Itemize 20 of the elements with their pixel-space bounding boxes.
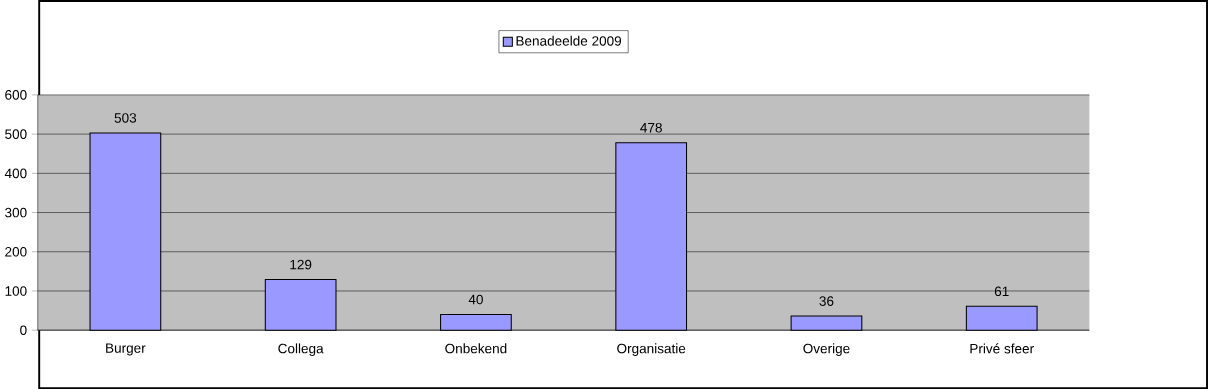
data-label: 478 xyxy=(640,122,662,133)
data-label: 61 xyxy=(994,286,1009,296)
y-tick-label: 300 xyxy=(5,207,27,218)
y-tick-label: 0 xyxy=(20,325,27,335)
x-tick-label: Overige xyxy=(803,343,850,356)
x-tick-label: Burger xyxy=(106,343,146,356)
x-tick-label: Onbekend xyxy=(445,343,507,354)
y-tick-label: 400 xyxy=(4,168,27,179)
y-tick-label: 100 xyxy=(5,286,27,296)
data-label: 40 xyxy=(468,294,483,305)
y-tick-label: 500 xyxy=(5,129,27,139)
x-tick-label: Collega xyxy=(278,343,324,356)
data-label: 36 xyxy=(819,296,834,306)
x-tick-label: Privé sfeer xyxy=(970,343,1034,354)
x-tick-label: Organisatie xyxy=(617,343,686,356)
y-tick-label: 200 xyxy=(5,246,27,257)
data-label: 129 xyxy=(290,259,312,270)
data-label: 503 xyxy=(114,113,137,123)
y-tick-label: 600 xyxy=(5,89,27,100)
legend-label: Benadeelde 2009 xyxy=(516,35,622,46)
